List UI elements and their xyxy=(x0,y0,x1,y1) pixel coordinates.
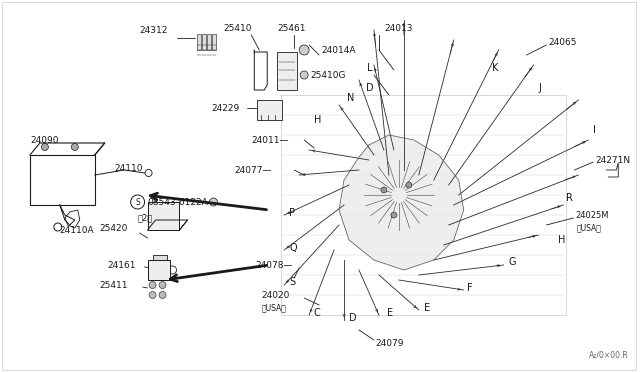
Text: （2）: （2） xyxy=(138,214,153,222)
Circle shape xyxy=(149,292,156,298)
Text: I: I xyxy=(593,125,596,135)
Text: 24078—: 24078— xyxy=(255,260,292,269)
Text: 25411: 25411 xyxy=(100,280,128,289)
Text: S: S xyxy=(135,198,140,206)
Circle shape xyxy=(149,282,156,289)
Text: 24020: 24020 xyxy=(261,291,290,299)
Text: 「USA」: 「USA」 xyxy=(261,304,286,312)
Circle shape xyxy=(159,282,166,289)
Text: 24079: 24079 xyxy=(375,339,403,347)
Text: 24014A: 24014A xyxy=(321,45,356,55)
Bar xyxy=(198,34,202,50)
Circle shape xyxy=(209,198,218,206)
Text: 24013: 24013 xyxy=(384,23,412,32)
Circle shape xyxy=(406,182,412,188)
Text: E: E xyxy=(387,308,393,318)
Text: S: S xyxy=(289,277,295,287)
Text: 24312: 24312 xyxy=(140,26,168,35)
Bar xyxy=(148,202,179,230)
Text: 24271N: 24271N xyxy=(595,155,630,164)
Text: C: C xyxy=(313,308,320,318)
Bar xyxy=(277,52,297,90)
Circle shape xyxy=(300,71,308,79)
Text: 24011—: 24011— xyxy=(252,135,289,144)
Text: D: D xyxy=(349,313,356,323)
Bar xyxy=(152,255,166,265)
Text: 25461: 25461 xyxy=(277,23,306,32)
Text: E: E xyxy=(424,303,430,313)
Circle shape xyxy=(159,292,166,298)
Bar xyxy=(257,100,282,120)
Circle shape xyxy=(391,212,397,218)
Text: N: N xyxy=(347,93,355,103)
Circle shape xyxy=(71,144,78,151)
Bar xyxy=(148,260,170,280)
Text: H: H xyxy=(559,235,566,245)
Text: 24025M: 24025M xyxy=(575,211,609,219)
Bar xyxy=(212,34,216,50)
Circle shape xyxy=(381,187,387,193)
Text: J: J xyxy=(538,83,541,93)
Text: D: D xyxy=(366,83,374,93)
Text: K: K xyxy=(492,63,498,73)
Text: L: L xyxy=(367,63,372,73)
Circle shape xyxy=(42,144,49,151)
Text: A₂/0×00.R: A₂/0×00.R xyxy=(588,350,628,359)
Text: Q: Q xyxy=(289,243,297,253)
Text: 24090: 24090 xyxy=(30,135,58,144)
Bar xyxy=(202,34,207,50)
Text: 24229: 24229 xyxy=(211,103,239,112)
Text: H: H xyxy=(314,115,321,125)
Text: 24077—: 24077— xyxy=(234,166,272,174)
Text: 24110: 24110 xyxy=(115,164,143,173)
Text: 24110A: 24110A xyxy=(60,225,95,234)
Polygon shape xyxy=(339,135,464,270)
Bar xyxy=(207,34,211,50)
Text: 24065: 24065 xyxy=(548,38,577,46)
Circle shape xyxy=(299,45,309,55)
Text: G: G xyxy=(509,257,516,267)
Text: F: F xyxy=(467,283,472,293)
Text: 25410G: 25410G xyxy=(310,71,346,80)
Text: 08543-6122A: 08543-6122A xyxy=(148,198,209,206)
Text: P: P xyxy=(289,208,295,218)
Text: 24161: 24161 xyxy=(108,260,136,269)
Text: 25420: 25420 xyxy=(100,224,128,232)
Text: 25410: 25410 xyxy=(223,23,252,32)
Text: R: R xyxy=(566,193,573,203)
Text: 「USA」: 「USA」 xyxy=(577,224,601,232)
